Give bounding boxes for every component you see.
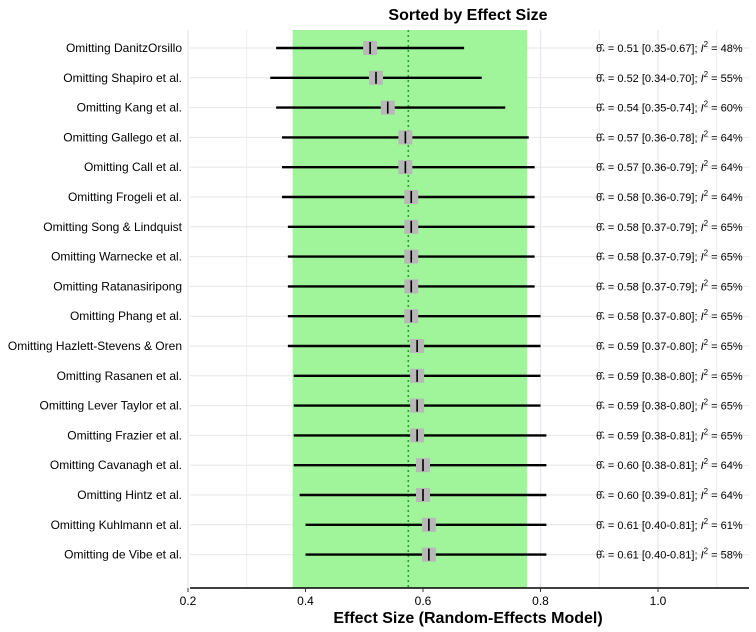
- row-label: Omitting Gallego et al.: [63, 130, 182, 144]
- row-label: Omitting Call et al.: [84, 160, 182, 174]
- chart-title: Sorted by Effect Size: [388, 7, 547, 24]
- row-labels: Omitting DanitzOrsillo Omitting Shapiro e…: [8, 41, 183, 562]
- row-annotation: θ̂* = 0.59 [0.38-0.81]; I2 = 65%: [596, 427, 743, 443]
- row-annotation: θ̂* = 0.58 [0.36-0.79]; I2 = 64%: [596, 189, 743, 205]
- row-annotations: θ̂* = 0.51 [0.35-0.67]; I2 = 48% θ̂* = 0.…: [596, 40, 743, 563]
- x-axis-label: Effect Size (Random-Effects Model): [333, 610, 602, 627]
- x-tick-label: 0.6: [415, 594, 432, 608]
- x-tick-label: 0.8: [532, 594, 549, 608]
- row-annotation: θ̂* = 0.59 [0.38-0.80]; I2 = 65%: [596, 368, 743, 384]
- row-annotation: θ̂* = 0.51 [0.35-0.67]; I2 = 48%: [596, 40, 743, 56]
- row-annotation: θ̂* = 0.60 [0.39-0.81]; I2 = 64%: [596, 487, 743, 503]
- row-label: Omitting Frogeli et al.: [68, 190, 182, 204]
- row-label: Omitting Frazier et al.: [67, 428, 182, 442]
- row-annotation: θ̂* = 0.57 [0.36-0.78]; I2 = 64%: [596, 129, 743, 145]
- row-label: Omitting Warnecke et al.: [51, 250, 182, 264]
- row-label: Omitting Cavanagh et al.: [50, 458, 182, 472]
- row-label: Omitting Kang et al.: [77, 101, 182, 115]
- row-annotation: θ̂* = 0.58 [0.37-0.79]; I2 = 65%: [596, 219, 743, 235]
- row-annotation: θ̂* = 0.58 [0.37-0.80]; I2 = 65%: [596, 308, 743, 324]
- row-annotation: θ̂* = 0.60 [0.38-0.81]; I2 = 64%: [596, 457, 743, 473]
- row-annotation: θ̂* = 0.61 [0.40-0.81]; I2 = 61%: [596, 517, 743, 533]
- row-label: Omitting DanitzOrsillo: [66, 41, 182, 55]
- x-tick-label: 0.4: [297, 594, 314, 608]
- row-annotation: θ̂* = 0.54 [0.35-0.74]; I2 = 60%: [596, 100, 743, 116]
- plot-panel: [187, 30, 749, 588]
- row-label: Omitting Rasanen et al.: [57, 369, 182, 383]
- row-label: Omitting Shapiro et al.: [63, 71, 182, 85]
- row-annotation: θ̂* = 0.59 [0.37-0.80]; I2 = 65%: [596, 338, 743, 354]
- row-label: Omitting Phang et al.: [70, 309, 182, 323]
- row-label: Omitting Song & Lindquist: [43, 220, 182, 234]
- row-label: Omitting Kuhlmann et al.: [51, 518, 182, 532]
- x-tick-label: 1.0: [650, 594, 667, 608]
- row-label: Omitting Lever Taylor et al.: [39, 399, 182, 413]
- row-annotation: θ̂* = 0.59 [0.38-0.80]; I2 = 65%: [596, 398, 743, 414]
- row-label: Omitting Hazlett-Stevens & Oren: [8, 339, 182, 353]
- x-tick-label: 0.2: [180, 594, 197, 608]
- row-label: Omitting Hintz et al.: [77, 488, 182, 502]
- row-annotation: θ̂* = 0.57 [0.36-0.79]; I2 = 64%: [596, 159, 743, 175]
- row-label: Omitting de Vibe et al.: [64, 548, 182, 562]
- row-annotation: θ̂* = 0.58 [0.37-0.79]; I2 = 65%: [596, 278, 743, 294]
- overall-ci-band: [292, 30, 527, 588]
- x-axis: 0.2 0.4 0.6 0.8 1.0: [180, 587, 749, 608]
- row-label: Omitting Ratanasiripong: [53, 279, 182, 293]
- row-annotation: θ̂* = 0.52 [0.34-0.70]; I2 = 55%: [596, 70, 743, 86]
- row-annotation: θ̂* = 0.61 [0.40-0.81]; I2 = 58%: [596, 547, 743, 563]
- row-annotation: θ̂* = 0.58 [0.37-0.79]; I2 = 65%: [596, 249, 743, 265]
